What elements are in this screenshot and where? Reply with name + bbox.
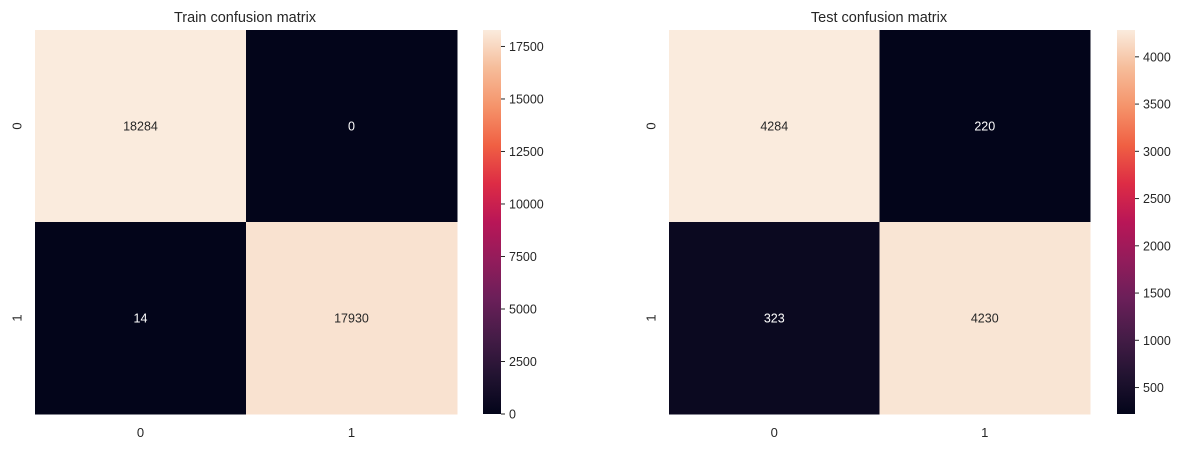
colorbar-tick-label: 1500 xyxy=(1143,287,1171,301)
colorbar-tick-label: 0 xyxy=(509,408,516,422)
colorbar-tick-label: 7500 xyxy=(509,250,537,264)
colorbar-gradient xyxy=(1117,30,1135,414)
colorbar-tick-label: 4000 xyxy=(1143,50,1171,64)
y-tick-label: 0 xyxy=(643,122,658,129)
colorbar-tick-label: 3500 xyxy=(1143,98,1171,112)
heatmap-cell xyxy=(246,30,458,223)
cell-value-label: 17930 xyxy=(334,312,369,326)
colorbar-tick-label: 15000 xyxy=(509,92,544,106)
colorbar-tick-label: 2000 xyxy=(1143,239,1171,253)
y-axis-ticks: 01 xyxy=(9,122,24,321)
heatmap-cells xyxy=(669,30,1091,415)
chart-title: Train confusion matrix xyxy=(174,10,317,26)
colorbar-ticks: 500 1000 1500 2000 2500 3000 3500 4000 xyxy=(1135,50,1171,395)
chart-title: Test confusion matrix xyxy=(811,10,948,26)
colorbar-tick-label: 10000 xyxy=(509,197,544,211)
cell-value-label: 220 xyxy=(974,120,995,134)
heatmap-cell xyxy=(246,222,458,415)
x-tick-label: 1 xyxy=(348,425,355,440)
cell-value-labels: 4284 220 323 4230 xyxy=(760,120,998,326)
heatmap-cell xyxy=(35,30,247,223)
colorbar-tick-label: 12500 xyxy=(509,145,544,159)
y-tick-label: 0 xyxy=(9,122,24,129)
colorbar-tick-label: 2500 xyxy=(1143,192,1171,206)
colorbar: 500 1000 1500 2000 2500 3000 3500 4000 xyxy=(1117,30,1171,414)
cell-value-label: 4284 xyxy=(760,120,788,134)
colorbar-tick-label: 1000 xyxy=(1143,334,1171,348)
colorbar: 0 2500 5000 7500 10000 12500 15000 17500 xyxy=(483,30,544,422)
y-tick-label: 1 xyxy=(643,314,658,321)
cell-value-label: 0 xyxy=(348,120,355,134)
colorbar-tick-label: 5000 xyxy=(509,302,537,316)
colorbar-ticks: 0 2500 5000 7500 10000 12500 15000 17500 xyxy=(501,40,544,422)
heatmap-cell xyxy=(35,222,247,415)
x-tick-label: 0 xyxy=(137,425,144,440)
colorbar-tick-label: 17500 xyxy=(509,40,544,54)
cell-value-label: 18284 xyxy=(123,120,158,134)
y-tick-label: 1 xyxy=(9,314,24,321)
y-axis-ticks: 01 xyxy=(643,122,658,321)
heatmap-cell xyxy=(879,222,1091,415)
heatmap-cell xyxy=(669,30,880,223)
x-tick-label: 0 xyxy=(771,425,778,440)
x-tick-label: 1 xyxy=(981,425,988,440)
cell-value-label: 4230 xyxy=(971,312,999,326)
colorbar-tick-label: 500 xyxy=(1143,381,1164,395)
cell-value-labels: 18284 0 14 17930 xyxy=(123,120,369,326)
cell-value-label: 14 xyxy=(134,312,148,326)
colorbar-tick-label: 2500 xyxy=(509,355,537,369)
colorbar-gradient xyxy=(483,30,501,414)
heatmap-cells xyxy=(35,30,458,415)
colorbar-tick-label: 3000 xyxy=(1143,145,1171,159)
cell-value-label: 323 xyxy=(764,312,785,326)
heatmap-cell xyxy=(879,30,1091,223)
heatmap-cell xyxy=(669,222,880,415)
